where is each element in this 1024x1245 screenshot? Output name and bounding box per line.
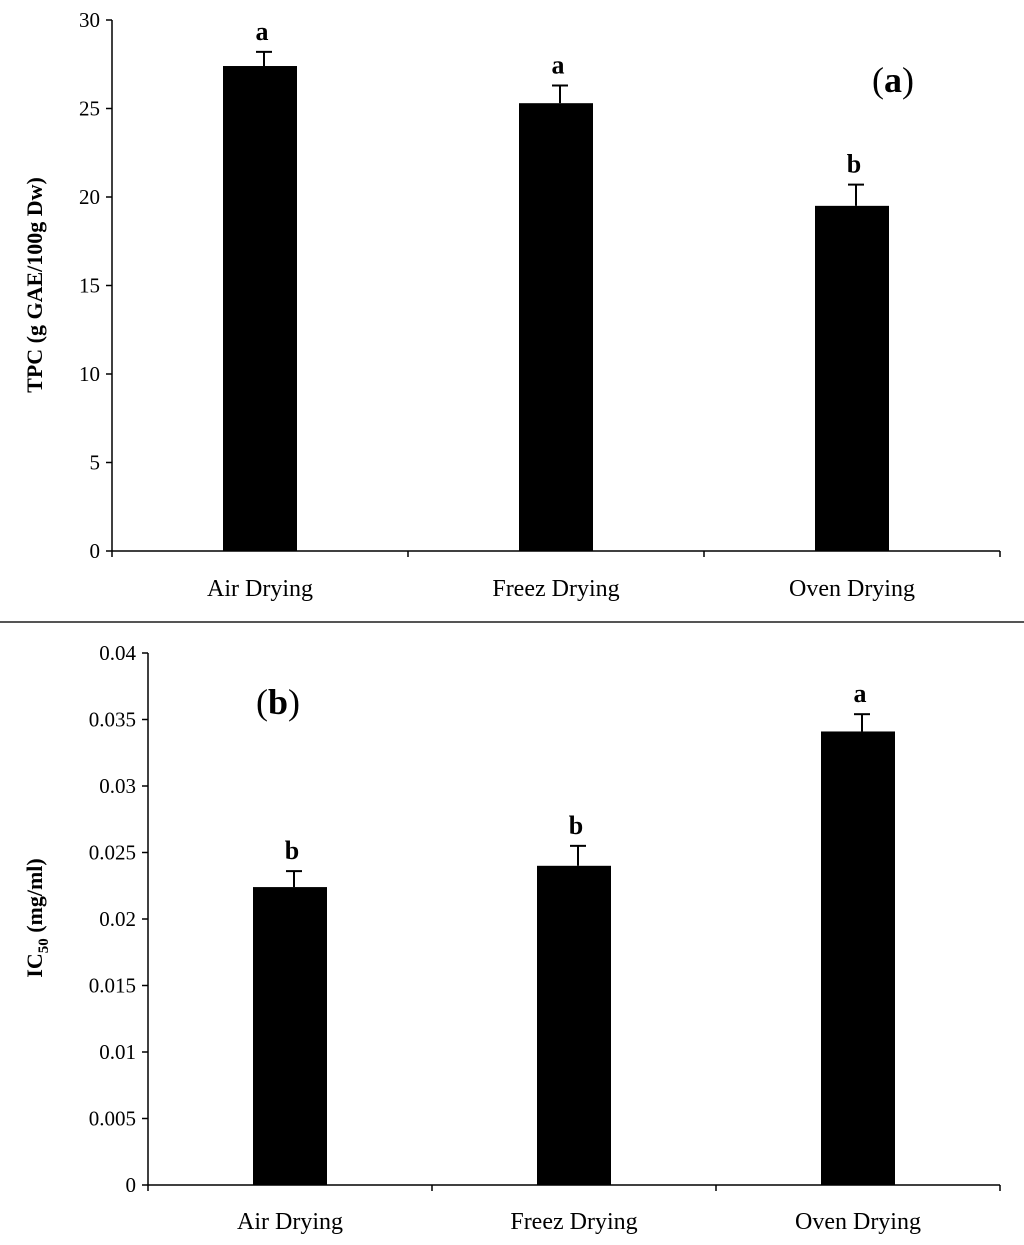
significance-label: a bbox=[854, 679, 867, 708]
bar bbox=[815, 205, 889, 551]
panel-label-letter: b bbox=[268, 682, 288, 722]
significance-label: a bbox=[256, 17, 269, 46]
y-tick-label: 0.02 bbox=[99, 907, 136, 931]
bar bbox=[519, 103, 593, 551]
y-tick-label: 0.015 bbox=[89, 974, 136, 998]
y-tick-label: 0.04 bbox=[99, 641, 136, 665]
panel-label: (a) bbox=[872, 60, 914, 100]
y-tick-label: 25 bbox=[79, 97, 100, 121]
bar bbox=[537, 865, 611, 1185]
panel-b-ic50-chart: 0 0.005 0.01 0.015 0.02 0.025 0.03 0.035 0.04 b Ai… bbox=[22, 641, 1001, 1235]
y-tick-label: 15 bbox=[79, 274, 100, 298]
category-label: Air Drying bbox=[237, 1209, 343, 1235]
category-label: Air Drying bbox=[207, 576, 313, 602]
panel-label-letter: a bbox=[884, 60, 902, 100]
y-tick-label: 5 bbox=[90, 451, 101, 475]
panel-label-open-paren: ( bbox=[256, 682, 268, 722]
y-axis-title-units: (mg/ml) bbox=[22, 858, 47, 938]
panel-a-tpc-chart: 0 5 10 15 20 25 30 a Air Drying a Freez Drying b Ove… bbox=[22, 8, 1001, 602]
significance-label: b bbox=[285, 836, 299, 865]
category-label: Oven Drying bbox=[795, 1209, 921, 1235]
y-tick-label: 0.025 bbox=[89, 841, 136, 865]
y-axis-title-main: IC bbox=[22, 953, 47, 977]
y-tick-label: 0.005 bbox=[89, 1107, 136, 1131]
y-axis-title: TPC (g GAE/100g Dw) bbox=[22, 177, 47, 393]
category-label: Freez Drying bbox=[510, 1209, 637, 1235]
y-tick-label: 30 bbox=[79, 8, 100, 32]
significance-label: a bbox=[552, 50, 565, 79]
y-tick-label: 0.035 bbox=[89, 708, 136, 732]
y-tick-label: 20 bbox=[79, 185, 100, 209]
bar bbox=[253, 887, 327, 1185]
panel-label: (b) bbox=[256, 682, 300, 722]
y-axis-title-subscript: 50 bbox=[36, 938, 52, 953]
panel-label-open-paren: ( bbox=[872, 60, 884, 100]
y-tick-label: 10 bbox=[79, 362, 100, 386]
y-axis-title: IC50 (mg/ml) bbox=[22, 858, 52, 977]
category-label: Oven Drying bbox=[789, 576, 915, 602]
significance-label: b bbox=[569, 811, 583, 840]
y-tick-label: 0 bbox=[126, 1173, 137, 1197]
category-label: Freez Drying bbox=[492, 576, 619, 602]
bar bbox=[223, 66, 297, 552]
panel-label-close-paren: ) bbox=[902, 60, 914, 100]
bar bbox=[821, 731, 895, 1185]
panel-label-close-paren: ) bbox=[288, 682, 300, 722]
y-tick-label: 0.01 bbox=[99, 1040, 136, 1064]
significance-label: b bbox=[847, 150, 861, 179]
y-tick-label: 0.03 bbox=[99, 774, 136, 798]
y-tick-label: 0 bbox=[90, 539, 101, 563]
